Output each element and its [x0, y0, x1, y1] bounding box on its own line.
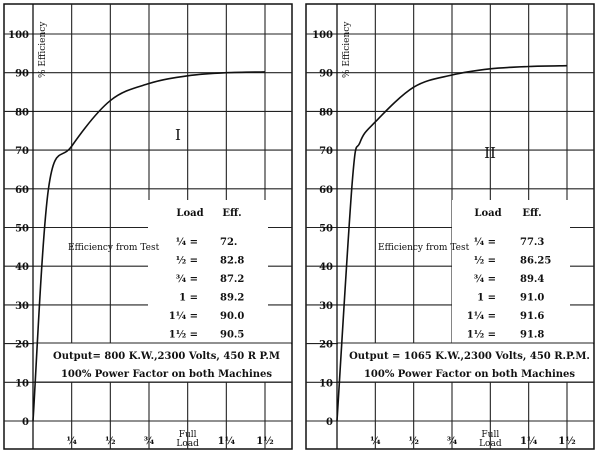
table-load-cell: ¼ = — [474, 237, 496, 248]
y-tick-label: 20 — [319, 340, 333, 351]
table-eff-cell: 91.6 — [520, 311, 544, 322]
x-tick-label: Full Load — [176, 430, 199, 449]
panel-label: I — [175, 126, 181, 144]
x-tick-label: 1¼ — [218, 436, 236, 447]
efficiency-curve — [32, 71, 266, 422]
output-box — [338, 343, 593, 382]
table-eff-cell: 91.0 — [520, 293, 544, 304]
table-load-cell: ½ = — [474, 256, 496, 267]
table-eff-cell: 87.2 — [220, 274, 244, 285]
y-tick-label: 20 — [15, 340, 29, 351]
table-eff-cell: 91.8 — [520, 330, 544, 341]
y-tick-label: 100 — [312, 30, 333, 41]
x-tick-label-line: Full — [179, 430, 197, 440]
power-factor-line: 100% Power Factor on both Machines — [364, 369, 575, 380]
x-tick-label: ¼ — [66, 436, 77, 447]
table-eff-cell: 90.5 — [220, 330, 244, 341]
table-load-cell: 1½ = — [467, 330, 496, 341]
y-tick-label: 70 — [319, 146, 333, 157]
panel-label: II — [484, 144, 496, 162]
output-spec-line: Output = 1065 K.W.,2300 Volts, 450 R.P.M… — [349, 351, 590, 362]
y-tick-label: 80 — [319, 107, 333, 118]
x-tick-label: ¼ — [370, 436, 381, 447]
y-tick-label: 10 — [15, 378, 29, 389]
efficiency-from-test-label: Efficiency from Test — [378, 243, 470, 253]
y-tick-label: 60 — [319, 185, 333, 196]
y-axis-label: % Efficiency — [38, 21, 48, 78]
table-load-cell: ½ = — [176, 256, 198, 267]
efficiency-curve — [336, 64, 568, 422]
table-load-cell: 1 = — [179, 293, 198, 304]
table-load-cell: 1¼ = — [467, 311, 496, 322]
x-tick-label: ¾ — [144, 436, 155, 447]
y-tick-label: 60 — [15, 185, 29, 196]
x-tick-label: ½ — [105, 436, 115, 447]
x-tick-label: 1½ — [558, 436, 575, 447]
table-load-cell: 1¼ = — [169, 311, 198, 322]
table-box — [148, 200, 268, 343]
table-eff-cell: 89.2 — [220, 293, 244, 304]
table-load-cell: 1½ = — [169, 330, 198, 341]
power-factor-line: 100% Power Factor on both Machines — [61, 369, 272, 380]
table-header-load: Load — [176, 208, 203, 219]
table-eff-cell: 82.8 — [220, 256, 244, 267]
x-tick-label: 1½ — [256, 436, 273, 447]
table-header-eff: Eff. — [222, 208, 241, 219]
table-load-cell: ¾ = — [176, 274, 198, 285]
y-tick-label: 90 — [15, 69, 29, 80]
table-eff-cell: 86.25 — [520, 256, 551, 267]
y-tick-label: 40 — [319, 262, 333, 273]
x-tick-label: 1¼ — [520, 436, 538, 447]
y-tick-label: 50 — [319, 224, 333, 235]
table-eff-cell: 77.3 — [520, 237, 544, 248]
y-tick-label: 50 — [15, 224, 29, 235]
table-load-cell: ¾ = — [474, 274, 496, 285]
output-box — [34, 343, 291, 382]
table-box — [452, 200, 570, 343]
y-tick-label: 90 — [319, 69, 333, 80]
table-load-cell: ¼ = — [176, 237, 198, 248]
y-tick-label: 70 — [15, 146, 29, 157]
table-eff-cell: 90.0 — [220, 311, 244, 322]
x-tick-label-line: Load — [479, 439, 502, 449]
panel-frame — [305, 3, 595, 450]
y-tick-label: 100 — [8, 30, 29, 41]
panel-frame — [3, 3, 293, 450]
table-header-eff: Eff. — [522, 208, 541, 219]
table-eff-cell: 72. — [220, 237, 237, 248]
y-tick-label: 10 — [319, 378, 333, 389]
x-tick-label-line: Full — [481, 430, 499, 440]
y-tick-label: 0 — [326, 417, 333, 428]
table-load-cell: 1 = — [477, 293, 496, 304]
y-tick-label: 40 — [15, 262, 29, 273]
efficiency-from-test-label: Efficiency from Test — [68, 243, 160, 253]
table-header-load: Load — [474, 208, 501, 219]
output-spec-line: Output= 800 K.W.,2300 Volts, 450 R P.M — [53, 351, 280, 362]
x-tick-label: Full Load — [479, 430, 502, 449]
x-tick-label: ½ — [408, 436, 418, 447]
y-tick-label: 30 — [15, 301, 29, 312]
y-axis-label: % Efficiency — [342, 21, 352, 78]
y-tick-label: 0 — [22, 417, 29, 428]
y-tick-label: 80 — [15, 107, 29, 118]
x-tick-label: ¾ — [447, 436, 458, 447]
table-eff-cell: 89.4 — [520, 274, 544, 285]
x-tick-label-line: Load — [176, 439, 199, 449]
y-tick-label: 30 — [319, 301, 333, 312]
